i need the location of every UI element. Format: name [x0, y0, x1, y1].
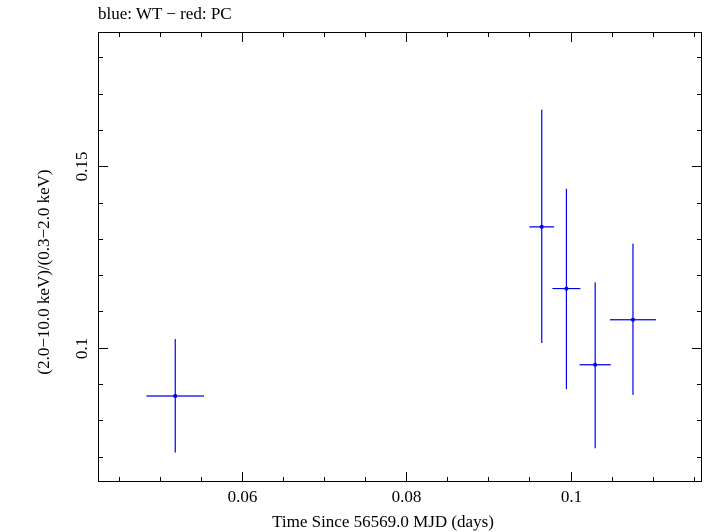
x-tick-label: 0.1: [561, 487, 582, 506]
plot-frame: [98, 32, 702, 482]
data-point: [552, 188, 581, 390]
x-tick-label: 0.06: [228, 487, 258, 506]
point-marker: [173, 393, 178, 398]
data-point: [529, 109, 555, 344]
y-axis-label: (2.0−10.0 keV)/(0.3−2.0 keV): [34, 169, 53, 374]
point-marker: [630, 317, 635, 322]
point-marker: [539, 224, 544, 229]
point-marker: [564, 286, 569, 291]
data-point: [579, 282, 611, 449]
data-point: [146, 339, 205, 453]
y-tick-label: 0.15: [72, 152, 91, 182]
chart-title: blue: WT − red: PC: [98, 4, 232, 23]
x-axis-label: Time Since 56569.0 MJD (days): [272, 512, 494, 531]
point-marker: [593, 362, 598, 367]
data-marks: [146, 109, 656, 453]
axis-ticks: 0.06 0.08 0.1 0.1 0.15: [72, 32, 702, 506]
data-point: [609, 243, 656, 395]
x-tick-label: 0.08: [392, 487, 422, 506]
y-tick-label: 0.1: [72, 338, 91, 359]
